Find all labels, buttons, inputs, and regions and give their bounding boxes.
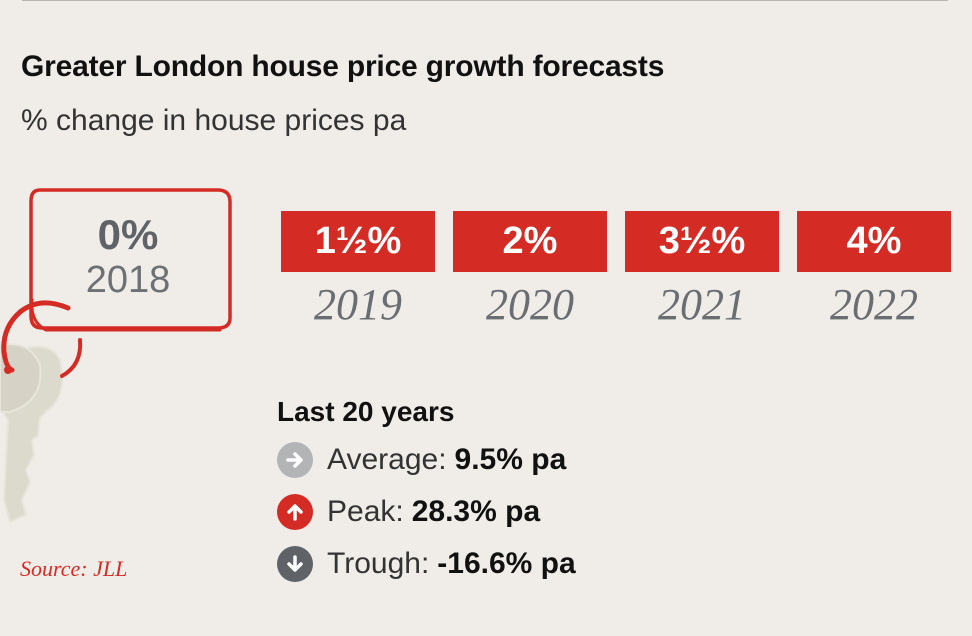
stat-value: 9.5% pa	[454, 443, 567, 476]
stat-value: -16.6% pa	[437, 547, 576, 580]
forecast-value: 3½%	[625, 211, 779, 272]
stat-peak: Peak: 28.3% pa	[277, 486, 576, 538]
chart-subtitle: % change in house prices pa	[21, 104, 407, 137]
forecast-value: 4%	[797, 211, 951, 272]
stat-average: Average: 9.5% pa	[277, 434, 576, 486]
key-icon	[0, 343, 64, 524]
stat-trough: Trough: -16.6% pa	[277, 538, 576, 590]
tag-2018: 0% 2018	[30, 190, 226, 328]
stat-value: 28.3% pa	[411, 495, 541, 528]
forecast-2021: 3½% 2021	[625, 211, 779, 330]
stat-label: Average:	[327, 443, 447, 476]
forecast-2019: 1½% 2019	[281, 211, 435, 330]
forecast-value: 2%	[453, 211, 607, 272]
forecast-year: 2020	[486, 280, 574, 329]
forecast-year: 2022	[830, 280, 918, 329]
last-20-years-stats: Last 20 years Average: 9.5% pa Peak: 28.…	[277, 390, 576, 590]
forecast-value: 1½%	[281, 211, 435, 272]
arrow-right-icon	[277, 442, 313, 478]
chart-title: Greater London house price growth foreca…	[21, 50, 665, 83]
stat-label: Peak:	[327, 495, 404, 528]
tag-value: 0%	[97, 211, 159, 258]
arrow-down-icon	[277, 546, 313, 582]
arrow-up-icon	[277, 494, 313, 530]
top-divider	[22, 0, 948, 1]
tag-year: 2018	[85, 259, 171, 301]
tag-border	[29, 188, 232, 330]
forecast-2022: 4% 2022	[797, 211, 951, 330]
stat-label: Trough:	[327, 547, 430, 580]
forecast-2020: 2% 2020	[453, 211, 607, 330]
source-note: Source: JLL	[20, 556, 128, 581]
forecast-year: 2021	[658, 280, 746, 329]
forecast-year: 2019	[314, 280, 402, 329]
stats-heading: Last 20 years	[277, 396, 455, 427]
key-illustration	[0, 188, 232, 524]
